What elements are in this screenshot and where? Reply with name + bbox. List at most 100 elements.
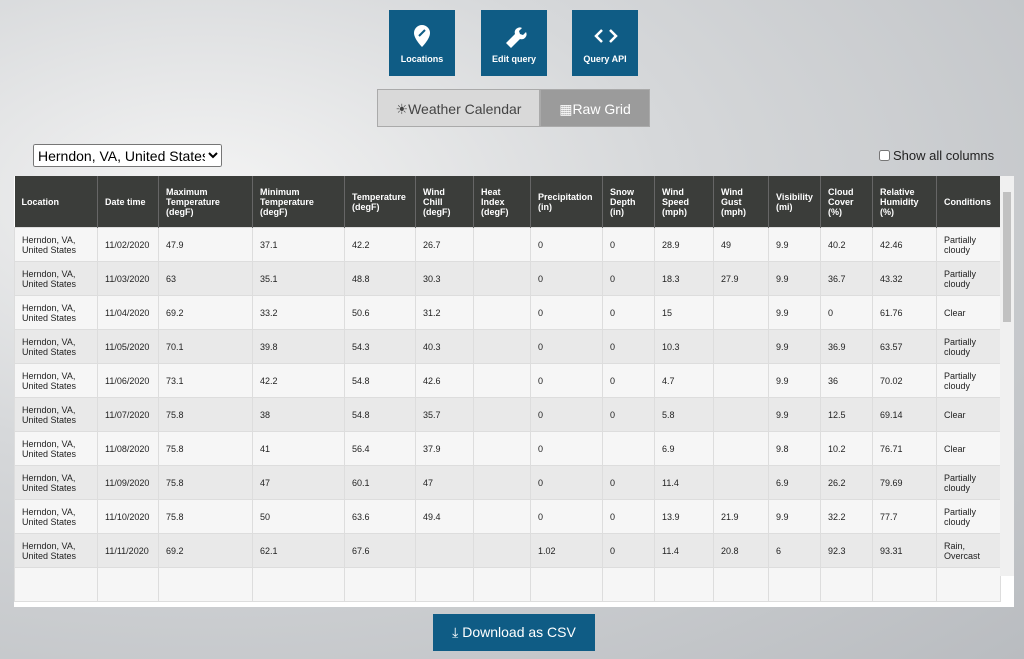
table-cell: 79.69 <box>872 465 937 500</box>
table-cell: 73.1 <box>158 363 253 398</box>
button-label: Edit query <box>491 54 536 64</box>
table-cell: 77.7 <box>872 499 937 534</box>
table-cell <box>530 567 603 602</box>
table-cell: 31.2 <box>415 295 474 330</box>
table-cell <box>713 465 769 500</box>
column-header: Visibility (mi) <box>768 176 821 228</box>
table-cell: 10.3 <box>654 329 714 364</box>
table-cell: 0 <box>602 499 655 534</box>
locations-button[interactable]: Locations <box>389 10 455 76</box>
column-header: Snow Depth (in) <box>602 176 655 228</box>
table-cell: 9.8 <box>768 431 821 466</box>
edit-query-button[interactable]: Edit query <box>481 10 547 76</box>
table-cell <box>473 227 531 262</box>
table-cell: 63.57 <box>872 329 937 364</box>
column-header: Minimum Temperature (degF) <box>252 176 345 228</box>
table-cell: Herndon, VA, United States <box>14 431 98 466</box>
table-cell: 33.2 <box>252 295 345 330</box>
table-cell: 0 <box>602 329 655 364</box>
table-cell: 11/06/2020 <box>97 363 159 398</box>
location-select[interactable]: Herndon, VA, United States <box>33 144 222 167</box>
table-cell: 70.1 <box>158 329 253 364</box>
table-cell: 0 <box>820 295 873 330</box>
table-cell: 37.9 <box>415 431 474 466</box>
table-cell: 11/10/2020 <box>97 499 159 534</box>
column-header: Cloud Cover (%) <box>820 176 873 228</box>
table-cell: 0 <box>602 363 655 398</box>
table-cell: 11/02/2020 <box>97 227 159 262</box>
header-row: Location Date time Maximum Temperature (de… <box>14 176 1001 228</box>
table-cell: 69.2 <box>158 533 253 568</box>
scrollbar[interactable] <box>1000 176 1014 576</box>
table-cell: 9.9 <box>768 363 821 398</box>
table-cell <box>473 431 531 466</box>
table-cell <box>713 397 769 432</box>
table-cell: 75.8 <box>158 499 253 534</box>
table-cell: Partially cloudy <box>936 363 1001 398</box>
tab-icon: ☀ <box>395 101 409 117</box>
table-cell: 32.2 <box>820 499 873 534</box>
table-cell: 47 <box>415 465 474 500</box>
table-cell: Herndon, VA, United States <box>14 329 98 364</box>
table-cell: 11/07/2020 <box>97 397 159 432</box>
checkbox[interactable] <box>879 150 890 161</box>
table-cell: 76.71 <box>872 431 937 466</box>
table-cell: 36 <box>820 363 873 398</box>
table-cell <box>415 567 474 602</box>
table-cell: 35.1 <box>252 261 345 296</box>
table-cell <box>602 431 655 466</box>
table-cell: 61.76 <box>872 295 937 330</box>
table-cell: Herndon, VA, United States <box>14 499 98 534</box>
table-cell: 39.8 <box>252 329 345 364</box>
table-cell: 0 <box>530 465 603 500</box>
query-api-button[interactable]: Query API <box>572 10 638 76</box>
table-cell: 36.7 <box>820 261 873 296</box>
tab-label: Raw Grid <box>572 101 631 117</box>
scroll-thumb[interactable] <box>1003 192 1011 322</box>
table-cell: 75.8 <box>158 431 253 466</box>
table-cell <box>713 295 769 330</box>
table-cell: 54.3 <box>344 329 416 364</box>
table-cell: 1.02 <box>530 533 603 568</box>
table-cell: Herndon, VA, United States <box>14 465 98 500</box>
table-cell <box>936 567 1001 602</box>
button-label: Query API <box>583 54 627 64</box>
table-row: Herndon, VA, United States 11/09/2020 75.8… <box>14 465 1001 500</box>
table-cell: 9.9 <box>768 499 821 534</box>
table-cell <box>473 397 531 432</box>
table-cell: 50 <box>252 499 345 534</box>
table-cell: 0 <box>602 465 655 500</box>
table-cell: 42.2 <box>344 227 416 262</box>
table-cell <box>713 363 769 398</box>
table-cell: 11/08/2020 <box>97 431 159 466</box>
table-cell: 60.1 <box>344 465 416 500</box>
table-cell: 70.02 <box>872 363 937 398</box>
tab[interactable]: ▦Raw Grid <box>540 89 650 127</box>
show-all-columns[interactable]: Show all columns <box>879 148 994 163</box>
column-header: Relative Humidity (%) <box>872 176 937 228</box>
table-cell: 6.9 <box>654 431 714 466</box>
tab[interactable]: ☀Weather Calendar <box>377 89 540 127</box>
table-cell: 75.8 <box>158 397 253 432</box>
table-cell: 0 <box>602 295 655 330</box>
table-cell <box>473 329 531 364</box>
download-button[interactable]: ⤓ Download as CSV <box>433 614 595 651</box>
table-cell <box>14 567 98 602</box>
column-header: Temperature (degF) <box>344 176 416 228</box>
table-cell: 11/04/2020 <box>97 295 159 330</box>
table-cell: 4.7 <box>654 363 714 398</box>
table-cell: 93.31 <box>872 533 937 568</box>
table-cell: 0 <box>602 533 655 568</box>
table-cell <box>415 533 474 568</box>
table-cell: 30.3 <box>415 261 474 296</box>
table-cell: 9.9 <box>768 227 821 262</box>
table-cell: 69.14 <box>872 397 937 432</box>
table-row: Herndon, VA, United States 11/11/2020 69.2… <box>14 533 1001 568</box>
column-header: Date time <box>97 176 159 228</box>
column-header: Heat Index (degF) <box>473 176 531 228</box>
data-table: Location Date time Maximum Temperature (de… <box>14 176 1001 602</box>
table-cell: 42.6 <box>415 363 474 398</box>
table-cell: 18.3 <box>654 261 714 296</box>
table-cell: 0 <box>530 499 603 534</box>
table-row: Herndon, VA, United States 11/04/2020 69.2… <box>14 295 1001 330</box>
